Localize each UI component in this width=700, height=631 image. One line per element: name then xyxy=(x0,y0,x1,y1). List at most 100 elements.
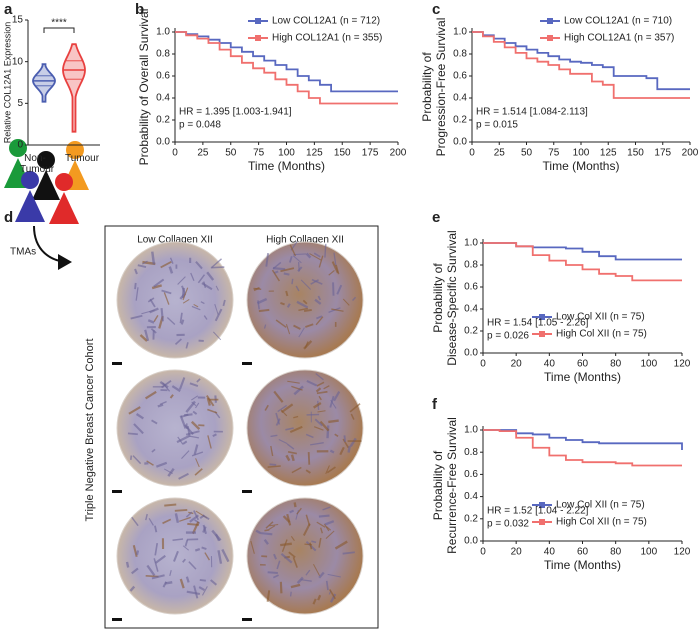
tissue-texture xyxy=(144,329,150,342)
tissue-texture xyxy=(221,548,230,563)
x-tick-label: 175 xyxy=(654,148,671,159)
tissue-texture xyxy=(189,435,200,439)
tissue-texture xyxy=(189,382,199,387)
tissue-texture xyxy=(160,261,172,269)
tma-core xyxy=(246,497,364,615)
tissue-texture xyxy=(191,401,197,407)
tissue-texture xyxy=(316,381,325,387)
tissue-texture xyxy=(328,419,339,424)
y-axis-label: Disease-Specific Survival xyxy=(445,230,459,365)
tissue-texture xyxy=(293,415,299,419)
tissue-texture xyxy=(293,253,307,256)
tissue-texture xyxy=(207,435,212,449)
tma-core xyxy=(116,497,234,615)
y-axis-label: Probability of Overall Survival xyxy=(137,9,151,166)
y-tick-label: 0.6 xyxy=(453,71,467,82)
tissue-texture xyxy=(275,319,287,328)
tissue-texture xyxy=(162,518,172,525)
legend-label: Low COL12A1 (n = 712) xyxy=(272,16,380,27)
tissue-texture xyxy=(131,516,139,527)
y-tick-label: 0.6 xyxy=(464,469,478,480)
tissue-texture xyxy=(151,448,156,453)
x-tick-label: 125 xyxy=(600,148,617,159)
stat-annotation: HR = 1.54 [1.05 - 2.26] xyxy=(487,318,589,329)
tissue-texture xyxy=(269,463,277,466)
tissue-texture xyxy=(190,272,195,281)
tissue-texture xyxy=(318,255,324,268)
tissue-texture xyxy=(193,510,200,521)
tissue-texture xyxy=(135,287,139,301)
x-tick-label: 40 xyxy=(544,359,556,370)
tissue-texture xyxy=(322,506,331,511)
stat-annotation: HR = 1.52 [1.04 - 2.22] xyxy=(487,506,589,517)
tissue-texture xyxy=(326,425,330,439)
tissue-texture xyxy=(309,542,313,550)
legend-label: High COL12A1 (n = 357) xyxy=(564,33,674,44)
tissue-texture xyxy=(280,409,288,417)
tissue-texture xyxy=(309,253,322,261)
tissue-texture xyxy=(296,300,309,309)
tissue-texture xyxy=(195,458,200,468)
tissue-texture xyxy=(215,285,219,291)
tissue-texture xyxy=(334,540,348,550)
x-tick-label: 125 xyxy=(306,148,323,159)
tissue-texture xyxy=(315,372,324,381)
x-tick-label: 25 xyxy=(197,148,209,159)
panel-label: f xyxy=(432,396,438,413)
tissue-texture xyxy=(318,537,322,548)
tissue-texture xyxy=(131,567,139,575)
tissue-texture xyxy=(171,385,181,393)
panel-label: c xyxy=(432,1,440,18)
tissue-texture xyxy=(333,391,341,402)
panel-label: a xyxy=(4,1,13,18)
tissue-texture xyxy=(256,297,268,305)
tissue-texture xyxy=(141,260,148,265)
tissue-texture xyxy=(305,252,312,259)
tissue-texture xyxy=(285,454,291,462)
stat-annotation: HR = 1.395 [1.003-1.941] xyxy=(179,107,292,118)
legend-marker xyxy=(539,502,545,508)
tissue-texture xyxy=(167,467,175,477)
tissue-texture xyxy=(273,390,284,403)
tissue-texture xyxy=(317,410,326,413)
tissue-texture xyxy=(325,530,335,540)
x-axis-label: Time (Months) xyxy=(543,159,620,173)
tissue-texture xyxy=(180,413,189,418)
tissue-texture xyxy=(263,324,267,329)
tissue-texture xyxy=(305,469,311,474)
tissue-texture xyxy=(325,465,330,475)
cohort-label: Triple Negative Breast Cancer Cohort xyxy=(84,338,96,521)
tissue-texture xyxy=(186,590,201,596)
legend-marker xyxy=(539,314,545,320)
tissue-texture xyxy=(197,274,206,284)
tissue-texture xyxy=(172,538,184,542)
tissue-texture xyxy=(280,552,293,564)
tissue-texture xyxy=(258,308,270,313)
tissue-texture xyxy=(211,258,223,268)
tissue-texture xyxy=(329,449,335,454)
y-axis-label: Probability of xyxy=(431,263,445,333)
tissue-texture xyxy=(349,403,361,413)
tissue-texture xyxy=(327,573,341,578)
panel-label: d xyxy=(4,209,13,226)
legend-label: Low COL12A1 (n = 710) xyxy=(564,16,672,27)
tma-label: TMAs xyxy=(10,247,36,258)
y-axis-label: Recurrence-Free Survival xyxy=(445,417,459,554)
y-tick-label: 0.0 xyxy=(453,137,467,148)
column-header: High Collagen XII xyxy=(266,235,344,246)
tissue-texture xyxy=(312,563,321,577)
y-tick-label: 0.4 xyxy=(464,491,478,502)
tissue-texture xyxy=(194,468,203,476)
stat-annotation: p = 0.048 xyxy=(179,120,221,131)
legend-marker xyxy=(547,35,553,41)
tissue-texture xyxy=(276,560,281,570)
tissue-texture xyxy=(179,516,191,522)
tissue-texture xyxy=(306,380,318,387)
survival-curve xyxy=(483,242,682,261)
tissue-texture xyxy=(291,278,294,285)
tissue-texture xyxy=(176,435,190,444)
tissue-texture xyxy=(195,261,203,270)
tissue-texture xyxy=(272,267,286,271)
tissue-texture xyxy=(154,542,159,556)
